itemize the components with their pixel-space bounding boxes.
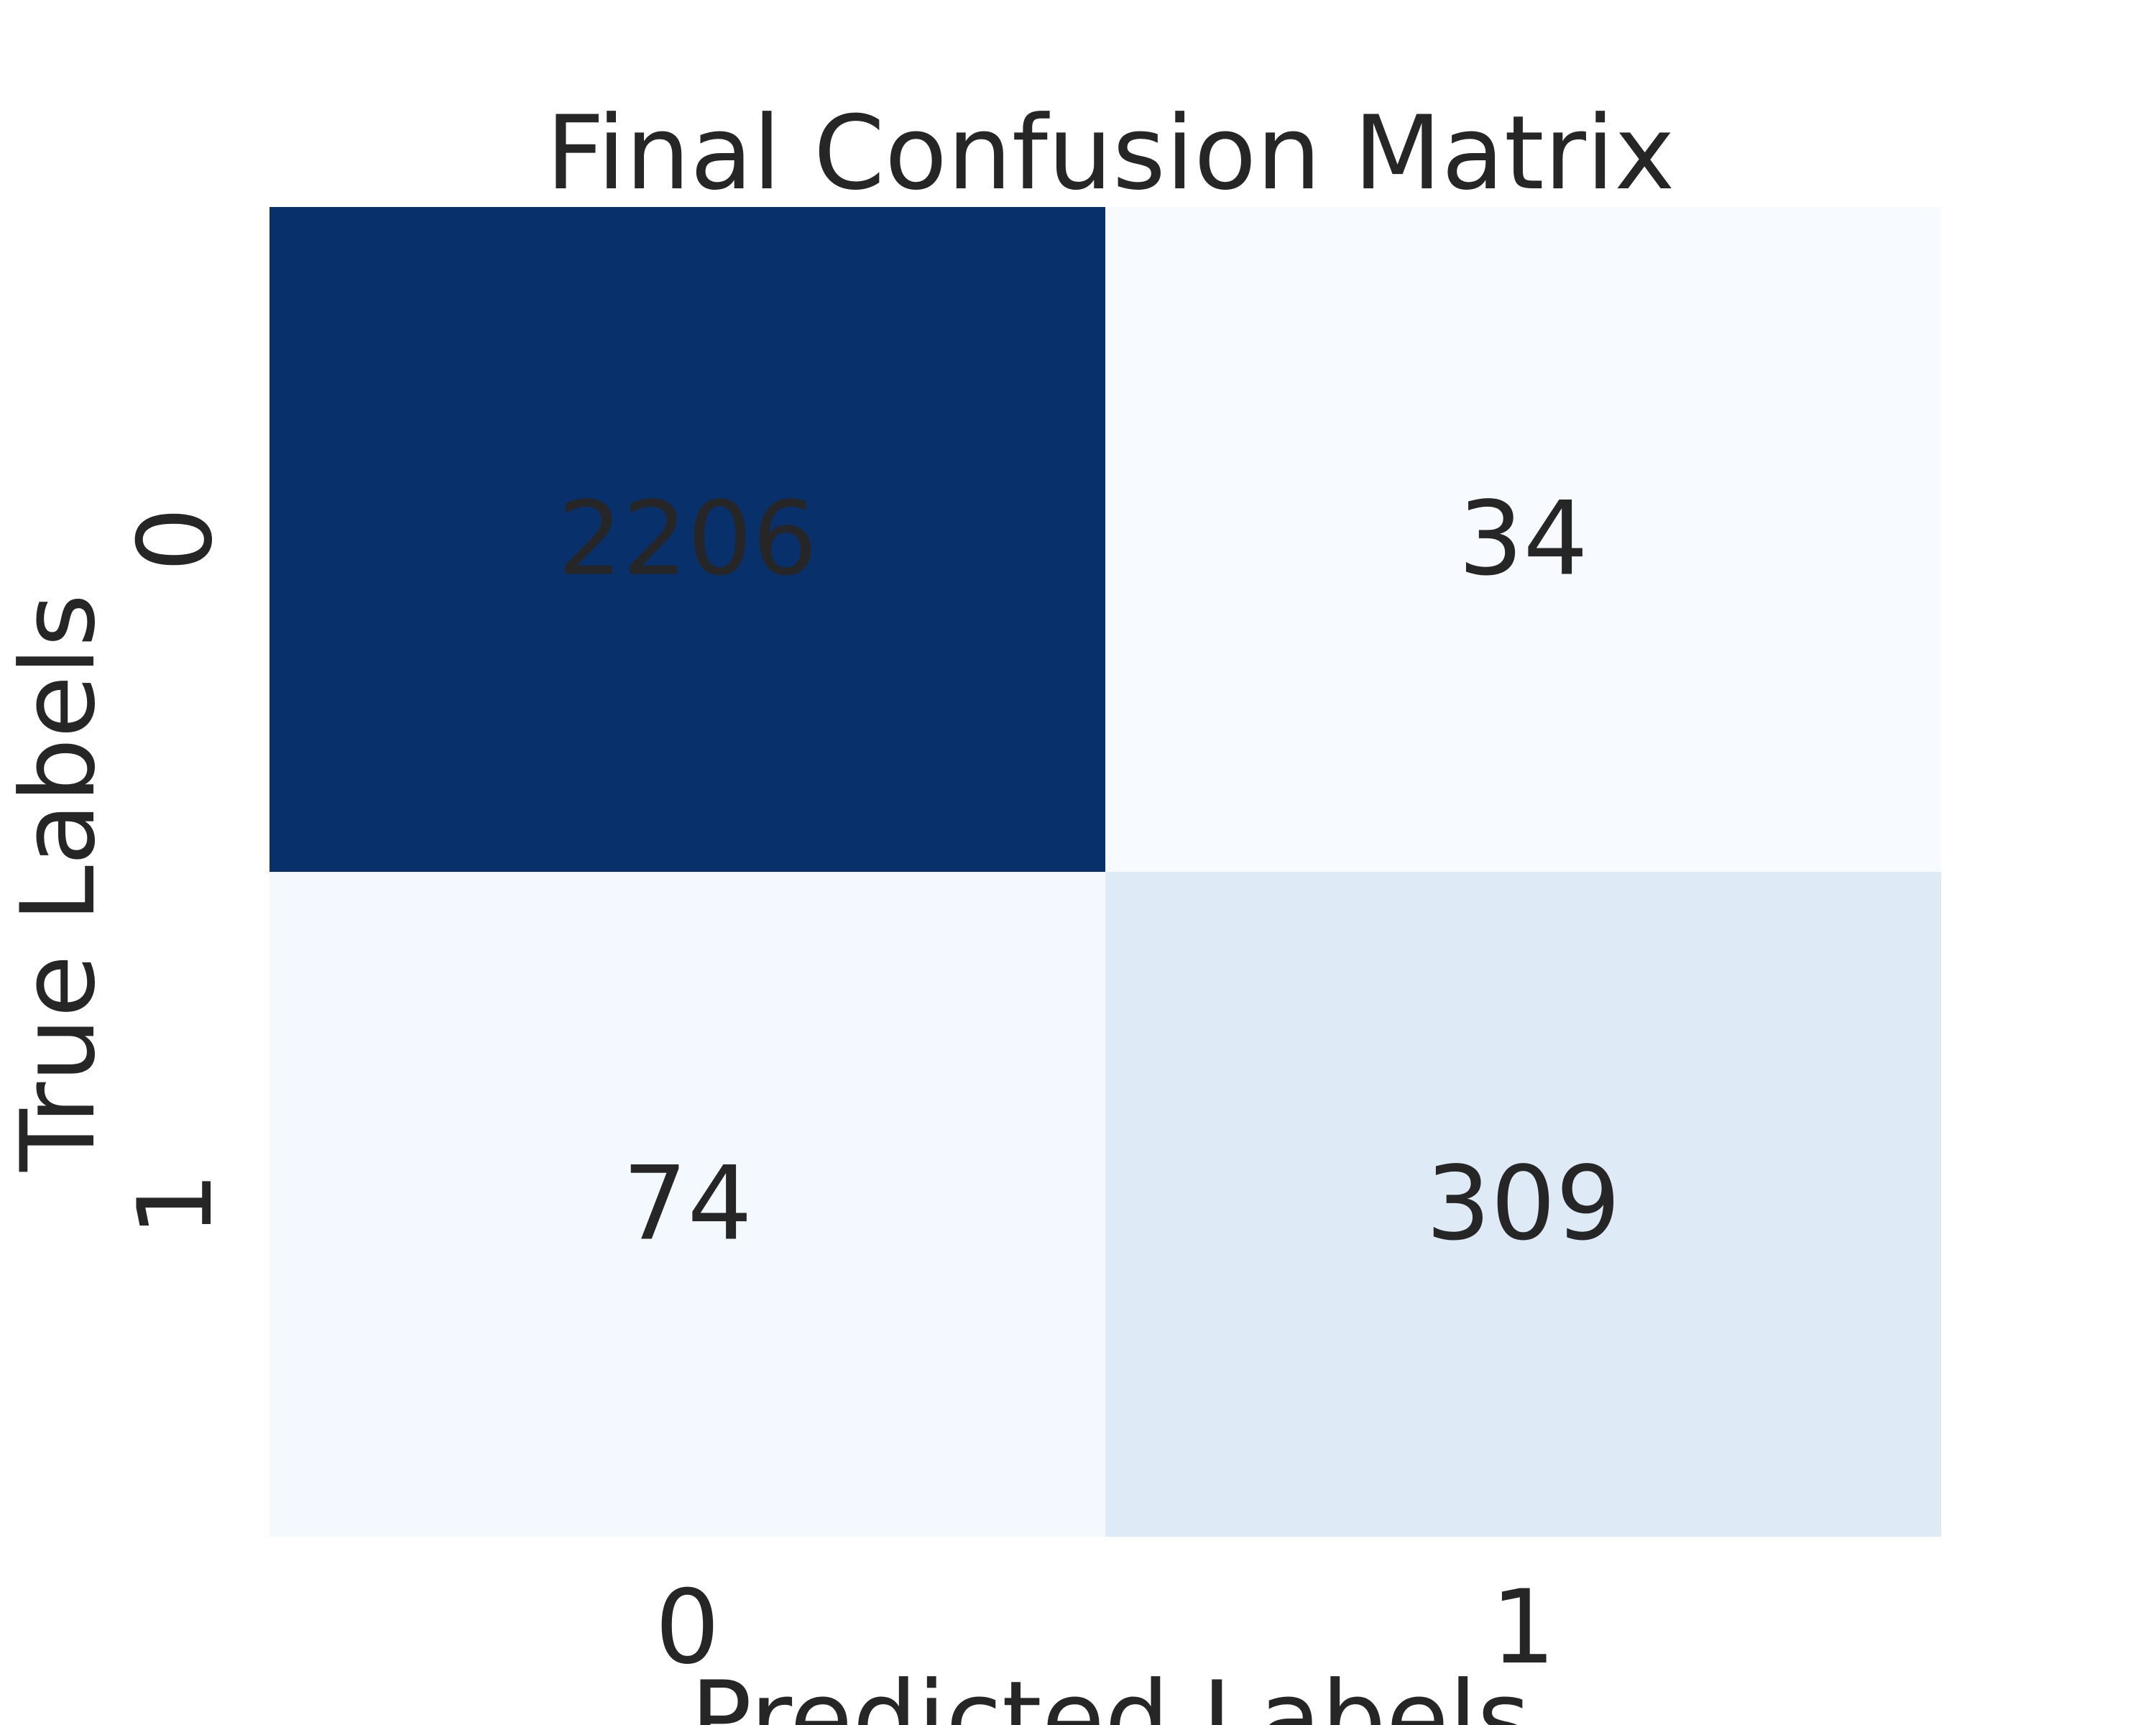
cell-value-0-1: 34: [1458, 480, 1588, 599]
heatmap-cell-0-1: [1105, 207, 1941, 872]
cell-value-0-0: 2206: [558, 480, 817, 599]
x-tick-label-1: 1: [1491, 1568, 1555, 1687]
heatmap-cell-1-0: [270, 872, 1105, 1537]
y-tick-label-0: 0: [116, 507, 235, 571]
y-axis-label: True Labels: [0, 594, 118, 1172]
chart-title: Final Confusion Matrix: [546, 94, 1675, 213]
cell-value-1-0: 74: [622, 1145, 752, 1264]
tick-labels: 0 1 0 1: [116, 507, 1556, 1687]
heatmap-cell-1-1: [1105, 872, 1941, 1537]
y-tick-label-1: 1: [116, 1172, 235, 1236]
x-tick-label-0: 0: [655, 1568, 719, 1687]
x-axis-label: Predicted Labels: [691, 1660, 1531, 1725]
heatmap-cells: 2206 34 74 309: [270, 207, 1941, 1537]
cell-value-1-1: 309: [1426, 1145, 1621, 1264]
heatmap-cell-0-0: [270, 207, 1105, 872]
